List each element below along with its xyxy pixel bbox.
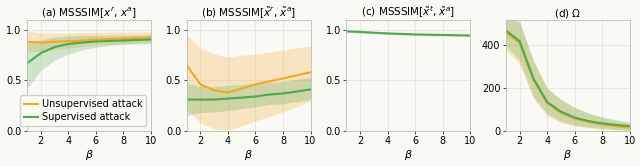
Supervised attack: [23, 62, 31, 64]
Supervised attack: [467, 35, 474, 37]
Unsupervised attack: [293, 74, 301, 76]
Supervised attack: [516, 40, 524, 42]
Supervised attack: [307, 88, 314, 90]
Unsupervised attack: [557, 112, 564, 114]
Line: Unsupervised attack: Unsupervised attack: [27, 38, 151, 42]
X-axis label: $\beta$: $\beta$: [84, 148, 93, 162]
Title: (d) $\Omega$: (d) $\Omega$: [554, 7, 582, 20]
Unsupervised attack: [571, 118, 579, 120]
Supervised attack: [626, 125, 634, 127]
Unsupervised attack: [23, 41, 31, 43]
Supervised attack: [412, 33, 419, 35]
Supervised attack: [183, 99, 191, 101]
Supervised attack: [293, 90, 301, 92]
Supervised attack: [384, 32, 392, 34]
X-axis label: $\beta$: $\beta$: [244, 148, 253, 162]
Supervised attack: [196, 99, 204, 101]
Supervised attack: [557, 111, 564, 113]
Unsupervised attack: [266, 80, 273, 82]
Line: Supervised attack: Supervised attack: [506, 31, 630, 126]
Line: Supervised attack: Supervised attack: [346, 31, 470, 36]
Unsupervised attack: [211, 89, 218, 91]
Supervised attack: [529, 78, 537, 80]
Unsupervised attack: [279, 77, 287, 79]
Supervised attack: [266, 93, 273, 95]
Legend: Unsupervised attack, Supervised attack: Unsupervised attack, Supervised attack: [20, 95, 146, 126]
Unsupervised attack: [598, 124, 606, 125]
Unsupervised attack: [78, 40, 86, 42]
Unsupervised attack: [106, 38, 113, 40]
Unsupervised attack: [584, 121, 592, 123]
Unsupervised attack: [612, 125, 620, 127]
Supervised attack: [252, 96, 259, 98]
Supervised attack: [571, 117, 579, 119]
Supervised attack: [356, 31, 364, 33]
Supervised attack: [397, 33, 405, 35]
Unsupervised attack: [147, 37, 155, 39]
Unsupervised attack: [516, 42, 524, 44]
Unsupervised attack: [626, 126, 634, 128]
X-axis label: $\beta$: $\beta$: [404, 148, 413, 162]
Unsupervised attack: [51, 41, 58, 43]
Supervised attack: [584, 120, 592, 122]
Line: Unsupervised attack: Unsupervised attack: [506, 33, 630, 127]
Title: (b) MSSSIM[$\tilde{x}^r$, $\tilde{x}^a$]: (b) MSSSIM[$\tilde{x}^r$, $\tilde{x}^a$]: [201, 5, 296, 20]
Unsupervised attack: [252, 83, 259, 85]
Unsupervised attack: [238, 87, 246, 89]
Title: (a) MSSSIM[$x^r$, $x^a$]: (a) MSSSIM[$x^r$, $x^a$]: [41, 5, 137, 20]
Supervised attack: [106, 40, 113, 42]
Supervised attack: [439, 34, 447, 36]
Supervised attack: [51, 46, 58, 48]
Line: Supervised attack: Supervised attack: [27, 40, 151, 63]
Supervised attack: [238, 97, 246, 99]
Supervised attack: [543, 101, 551, 103]
Supervised attack: [425, 34, 433, 36]
Supervised attack: [92, 41, 100, 42]
Unsupervised attack: [224, 91, 232, 93]
Unsupervised attack: [92, 39, 100, 41]
Line: Supervised attack: Supervised attack: [187, 89, 310, 100]
Unsupervised attack: [196, 83, 204, 85]
Unsupervised attack: [65, 40, 72, 42]
Unsupervised attack: [183, 64, 191, 66]
Unsupervised attack: [133, 37, 141, 39]
Supervised attack: [120, 40, 127, 42]
Unsupervised attack: [307, 71, 314, 73]
Supervised attack: [147, 39, 155, 41]
Unsupervised attack: [529, 79, 537, 81]
Supervised attack: [452, 34, 460, 36]
Supervised attack: [37, 52, 45, 54]
Unsupervised attack: [502, 32, 509, 34]
Unsupervised attack: [37, 42, 45, 43]
Line: Unsupervised attack: Unsupervised attack: [187, 65, 310, 92]
Supervised attack: [65, 43, 72, 45]
X-axis label: $\beta$: $\beta$: [563, 148, 572, 162]
Supervised attack: [598, 122, 606, 124]
Supervised attack: [502, 30, 509, 32]
Supervised attack: [133, 39, 141, 41]
Supervised attack: [224, 98, 232, 100]
Supervised attack: [211, 99, 218, 101]
Title: (c) MSSSIM[$\tilde{x}^t$, $\tilde{x}^a$]: (c) MSSSIM[$\tilde{x}^t$, $\tilde{x}^a$]: [361, 4, 455, 20]
Unsupervised attack: [543, 102, 551, 104]
Supervised attack: [78, 42, 86, 43]
Supervised attack: [612, 124, 620, 126]
Supervised attack: [342, 30, 350, 32]
Unsupervised attack: [120, 38, 127, 40]
Supervised attack: [279, 92, 287, 94]
Supervised attack: [370, 32, 378, 34]
